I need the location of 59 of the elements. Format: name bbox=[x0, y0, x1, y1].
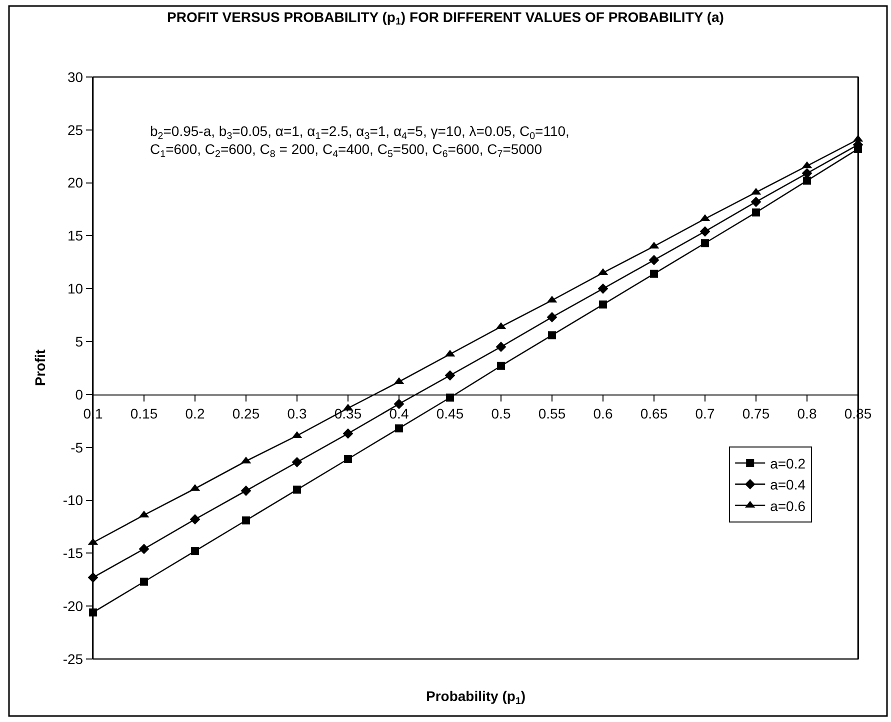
point bbox=[293, 486, 301, 494]
x-tick-label: 0.65 bbox=[640, 405, 668, 422]
point bbox=[292, 456, 302, 468]
point bbox=[546, 312, 558, 322]
x-tick-label: 0.75 bbox=[742, 405, 770, 422]
y-tick-label: 20 bbox=[67, 174, 84, 191]
point bbox=[650, 270, 658, 278]
x-tick-label: 0.25 bbox=[232, 405, 260, 422]
point bbox=[701, 239, 709, 248]
chart-title: PROFIT VERSUS PROBABILITY (p$_{1}$) FOR DIFFERENT VALUES OF PROBABILITY (a) bbox=[167, 8, 724, 28]
y-tick-label: -15 bbox=[62, 545, 84, 562]
point bbox=[700, 226, 710, 237]
x-tick-label: 0.55 bbox=[538, 405, 566, 422]
point bbox=[599, 300, 607, 309]
text: b$_{2}$=0.95-a, b$_{3}$=0.05, α=1, α$_{1}$=2.5, α$_{3}$=1, α$_{4}$=5, γ=10, λ=0.05, C$_{0}$=110, C$_{1}$=600, C$_{2}$=600, C$_{8}$ = 200, C$_{4}$=400, C$_{5}$=500, C$_{6}$=600, C$_{7}$=5000 bbox=[150, 123, 570, 160]
y-tick-label: -25 bbox=[62, 650, 84, 667]
y-tick-label: 30 bbox=[67, 68, 84, 85]
y-tick-label: -20 bbox=[62, 598, 84, 614]
point bbox=[138, 544, 150, 554]
x-tick-label: 0.15 bbox=[130, 405, 158, 422]
x-tick-label: 0.7 bbox=[695, 405, 715, 422]
x-tick-label: 0.3 bbox=[287, 405, 307, 422]
point bbox=[190, 514, 200, 525]
point bbox=[548, 331, 556, 340]
point bbox=[598, 283, 608, 294]
point bbox=[750, 196, 762, 208]
y-tick-label: 25 bbox=[67, 122, 84, 138]
y-tick-label: -5 bbox=[70, 439, 84, 456]
legend-label: a=0.2 bbox=[770, 455, 806, 472]
point bbox=[394, 398, 404, 410]
legend-label: a=0.6 bbox=[770, 498, 806, 514]
point bbox=[444, 370, 456, 381]
point bbox=[752, 208, 760, 216]
point bbox=[395, 424, 403, 432]
y-tick-label: -10 bbox=[62, 492, 84, 508]
x-tick-label: 0.8 bbox=[797, 405, 817, 422]
point bbox=[496, 342, 506, 352]
point bbox=[803, 176, 811, 185]
point bbox=[497, 362, 505, 370]
y-tick-label: 15 bbox=[67, 228, 84, 244]
point bbox=[802, 168, 812, 178]
legend-label: a=0.4 bbox=[770, 476, 806, 493]
point bbox=[242, 516, 250, 524]
point bbox=[191, 547, 199, 556]
point bbox=[240, 486, 252, 496]
x-tick-label: 0.6 bbox=[593, 405, 613, 422]
y-tick-label: 0 bbox=[75, 386, 84, 402]
x-tick-label: 0.45 bbox=[436, 405, 464, 422]
point bbox=[344, 455, 352, 463]
y-axis-title: Profit bbox=[32, 349, 48, 386]
y-tick-label: 10 bbox=[67, 280, 84, 297]
point bbox=[648, 254, 660, 266]
point bbox=[342, 428, 354, 439]
x-axis-title: Probability (p$_{1}$) bbox=[426, 688, 526, 707]
x-tick-label: 0.5 bbox=[491, 405, 511, 422]
y-tick-label: 5 bbox=[75, 333, 84, 350]
x-tick-label: 0.4 bbox=[389, 405, 409, 422]
point bbox=[140, 578, 148, 586]
x-tick-label: 0.2 bbox=[185, 405, 205, 422]
